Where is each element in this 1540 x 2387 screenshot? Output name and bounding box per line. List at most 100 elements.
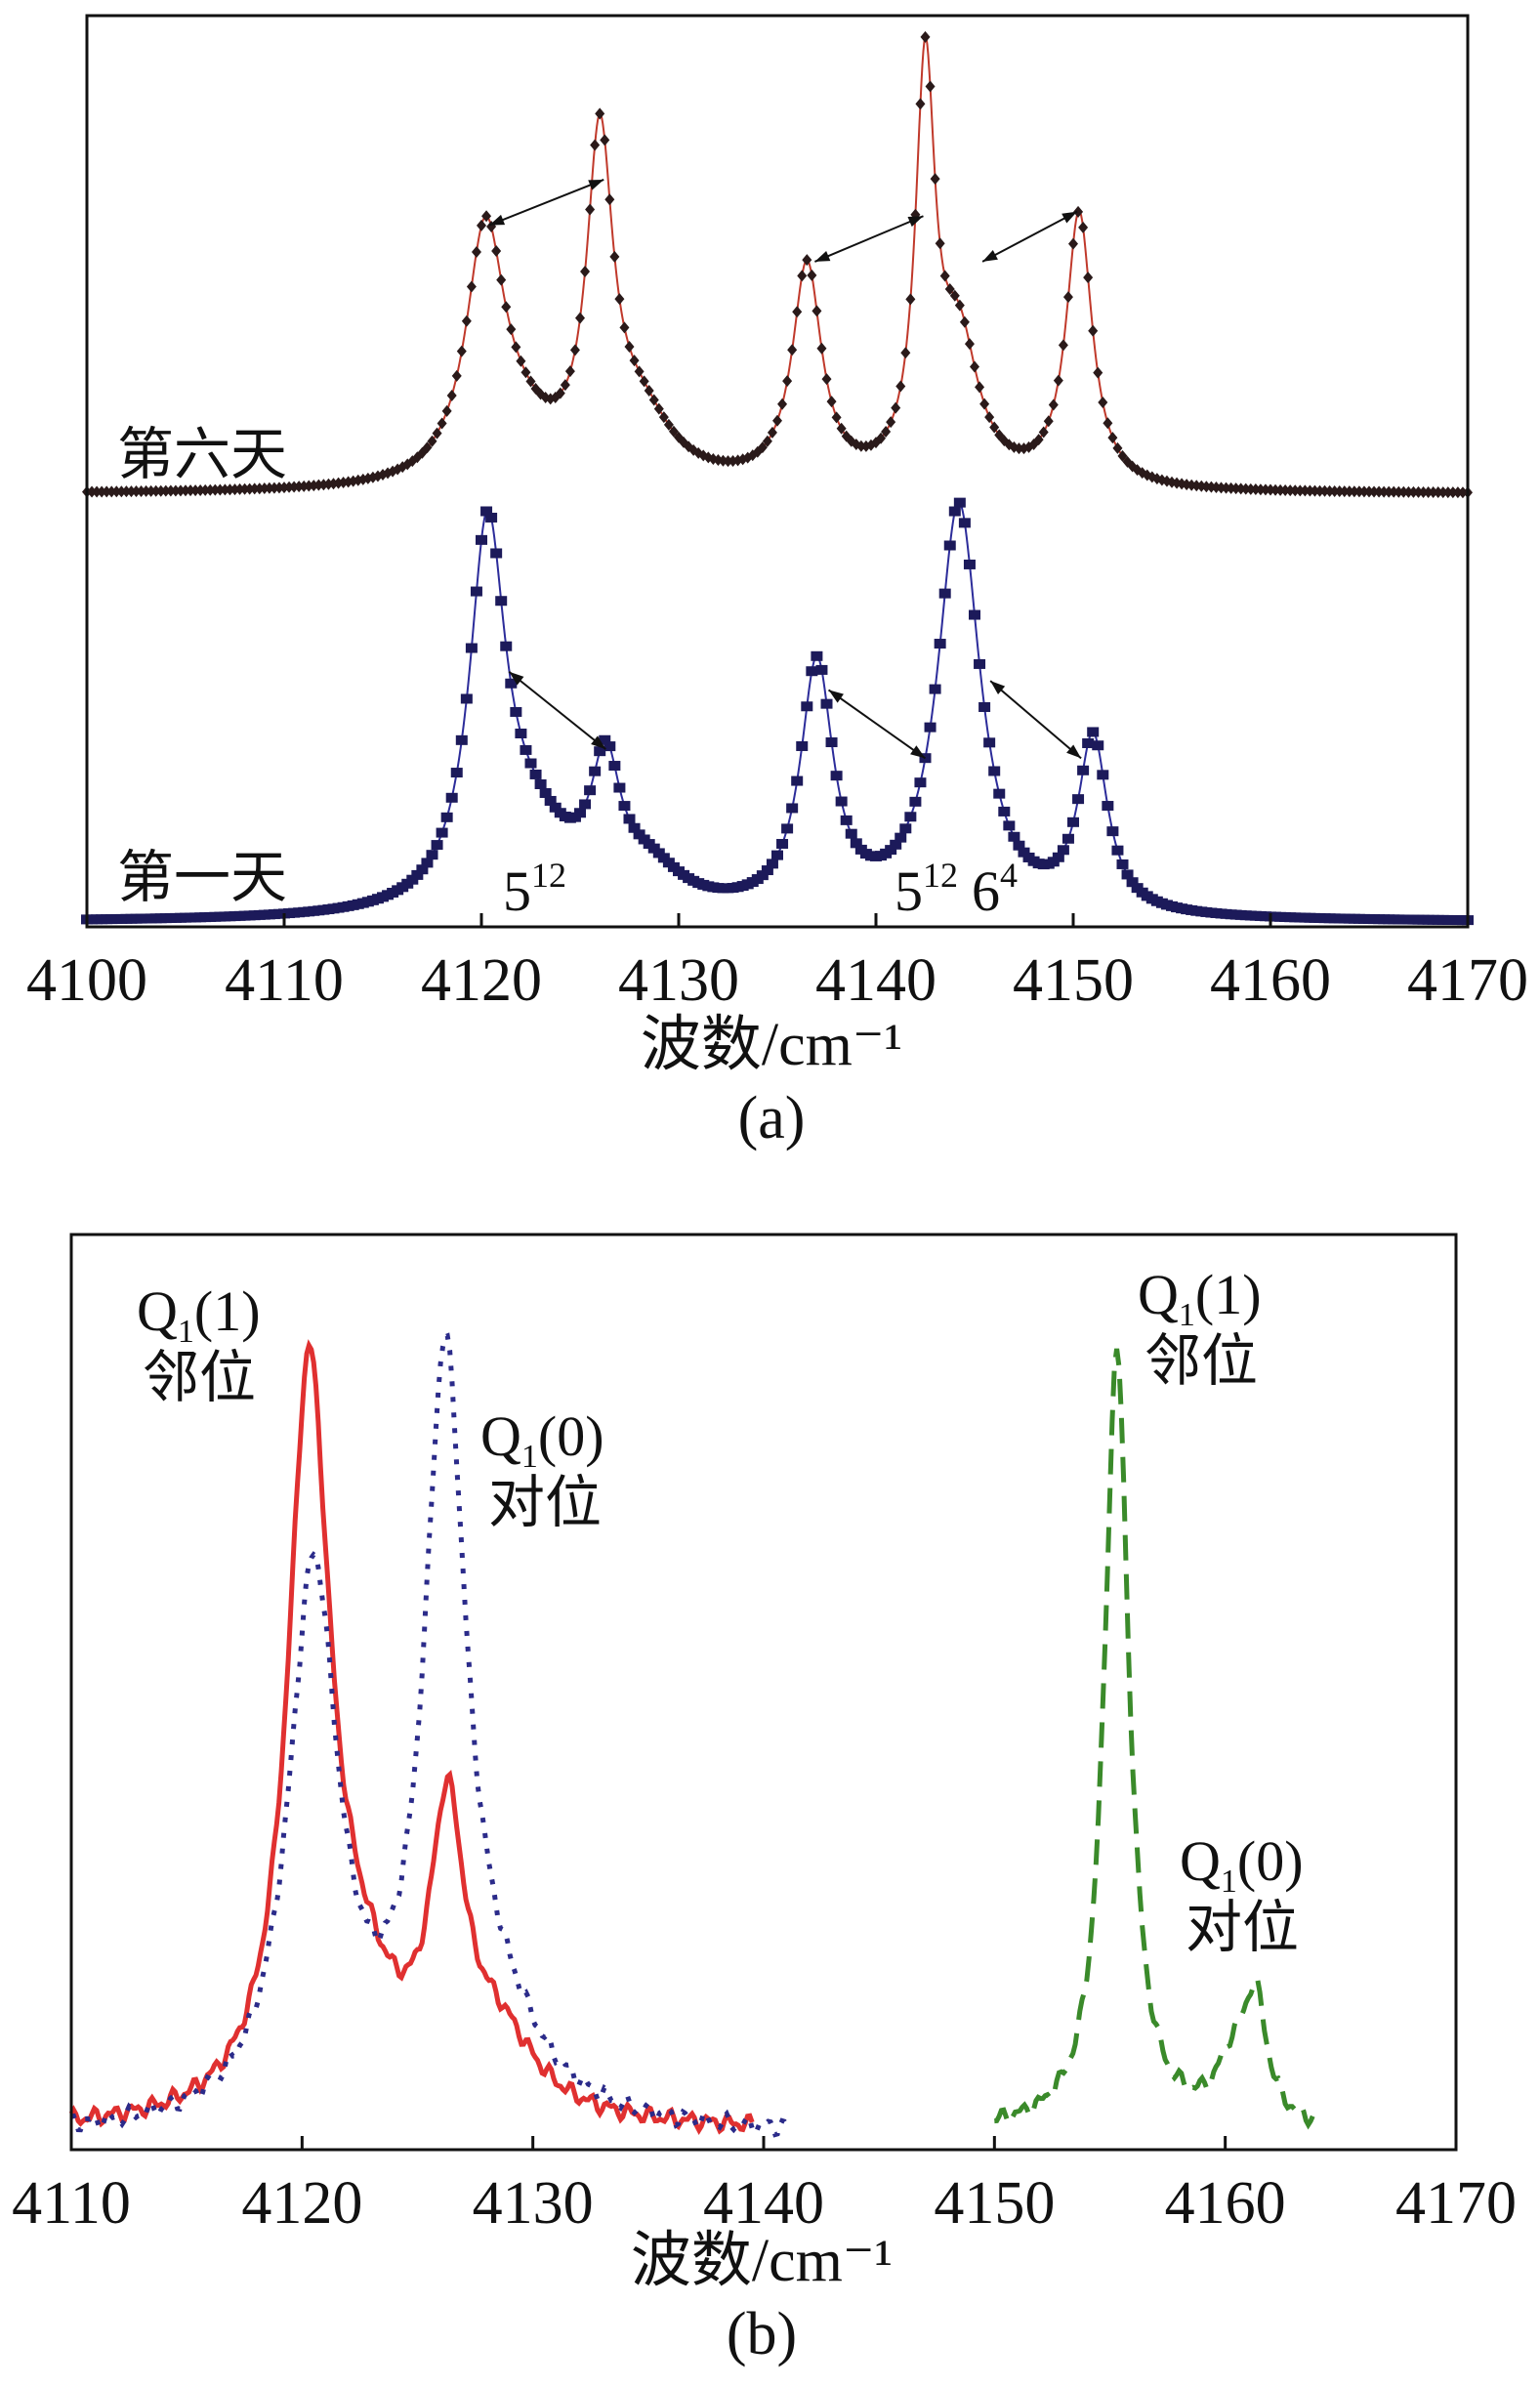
data-point-diamond <box>787 344 798 356</box>
double-arrow <box>488 179 604 227</box>
data-point-diamond <box>975 381 985 394</box>
data-point-diamond <box>658 411 669 424</box>
data-point-diamond <box>481 210 492 223</box>
data-point-diamond <box>1048 398 1059 411</box>
data-point-square <box>515 728 527 738</box>
data-point-square <box>969 609 980 620</box>
data-point-diamond <box>580 265 591 277</box>
data-point-diamond <box>461 314 472 327</box>
data-point-square <box>574 808 586 818</box>
data-point-square <box>465 643 478 653</box>
data-point-square <box>623 814 636 824</box>
x-tick-label: 4100 <box>26 947 147 1014</box>
data-point-diamond <box>792 306 803 318</box>
data-point-square <box>761 865 773 876</box>
data-point-diamond <box>653 402 664 415</box>
data-point-square <box>628 822 641 833</box>
data-point-diamond <box>525 375 536 388</box>
data-point-square <box>791 775 804 786</box>
data-point-diamond <box>772 414 782 427</box>
data-point-diamond <box>1073 205 1084 218</box>
data-point-diamond <box>812 305 822 317</box>
x-tick-label: 4140 <box>815 947 936 1014</box>
data-point-square <box>1003 820 1016 831</box>
x-tick-label: 4140 <box>703 2170 824 2237</box>
data-point-diamond <box>1098 397 1108 409</box>
data-point-diamond <box>1418 485 1429 498</box>
data-point-square <box>958 518 971 528</box>
data-point-square <box>633 829 645 840</box>
data-point-diamond <box>935 237 945 250</box>
data-point-square <box>998 806 1011 817</box>
data-point-square <box>450 768 463 778</box>
data-point-diamond <box>451 369 462 382</box>
data-point-diamond <box>1413 485 1424 498</box>
data-point-square <box>1097 770 1109 780</box>
x-tick-label: 4150 <box>1013 947 1134 1014</box>
data-point-diamond <box>1389 485 1399 498</box>
panel-a-x-axis-label: 波数/cm⁻¹ <box>641 1012 902 1078</box>
data-point-square <box>470 586 482 597</box>
data-point-diamond <box>516 355 526 367</box>
data-point-square <box>539 787 552 798</box>
data-point-square <box>909 796 922 807</box>
arrowhead <box>907 216 924 228</box>
data-point-diamond <box>1364 485 1374 498</box>
double-arrow <box>813 215 924 263</box>
data-point-diamond <box>1033 434 1044 446</box>
data-point-diamond <box>456 345 467 357</box>
data-point-square <box>421 858 434 868</box>
data-point-diamond <box>1369 485 1380 498</box>
data-point-diamond <box>1433 486 1443 499</box>
data-point-diamond <box>905 293 916 306</box>
data-point-diamond <box>604 193 615 206</box>
data-point-diamond <box>663 418 674 431</box>
panel-a-plot <box>81 30 1474 926</box>
svg-text:对位: 对位 <box>488 1471 602 1534</box>
data-point-diamond <box>437 417 447 430</box>
data-point-diamond <box>1437 486 1448 499</box>
data-point-square <box>500 641 513 651</box>
data-point-square <box>1061 833 1074 844</box>
data-point-diamond <box>639 375 649 388</box>
data-point-diamond <box>1117 449 1128 462</box>
data-point-diamond <box>895 380 906 393</box>
svg-text:Q1(0): Q1(0) <box>1180 1829 1304 1900</box>
data-point-diamond <box>477 219 486 231</box>
svg-text:对位: 对位 <box>1186 1896 1299 1959</box>
double-arrow <box>508 670 606 750</box>
arrowhead <box>910 745 926 759</box>
data-point-diamond <box>1014 442 1024 455</box>
data-point-diamond <box>1103 417 1113 430</box>
data-point-diamond <box>1043 415 1054 428</box>
data-point-diamond <box>836 422 847 435</box>
data-point-diamond <box>668 425 679 438</box>
data-point-diamond <box>511 341 521 354</box>
data-point-square <box>440 812 453 822</box>
data-point-diamond <box>762 435 772 447</box>
data-point-diamond <box>422 441 433 454</box>
arrowhead <box>990 681 1006 695</box>
data-point-square <box>589 766 602 776</box>
data-point-square <box>895 832 907 843</box>
data-point-square <box>613 782 626 793</box>
svg-text:Q1(0): Q1(0) <box>480 1404 604 1475</box>
data-point-diamond <box>446 390 457 402</box>
data-point-square <box>431 840 443 851</box>
data-point-diamond <box>496 273 507 286</box>
data-point-diamond <box>1058 339 1068 352</box>
data-point-square <box>1106 826 1119 837</box>
data-point-diamond <box>964 338 975 351</box>
data-point-diamond <box>1452 486 1463 499</box>
data-point-diamond <box>944 283 955 296</box>
data-point-diamond <box>876 432 887 444</box>
data-point-square <box>993 788 1006 799</box>
data-point-diamond <box>802 254 812 267</box>
data-point-square <box>820 698 833 709</box>
data-point-diamond <box>609 250 620 263</box>
data-point-square <box>436 827 448 838</box>
data-point-square <box>534 779 547 790</box>
data-point-square <box>924 722 936 733</box>
data-point-diamond <box>555 387 565 399</box>
